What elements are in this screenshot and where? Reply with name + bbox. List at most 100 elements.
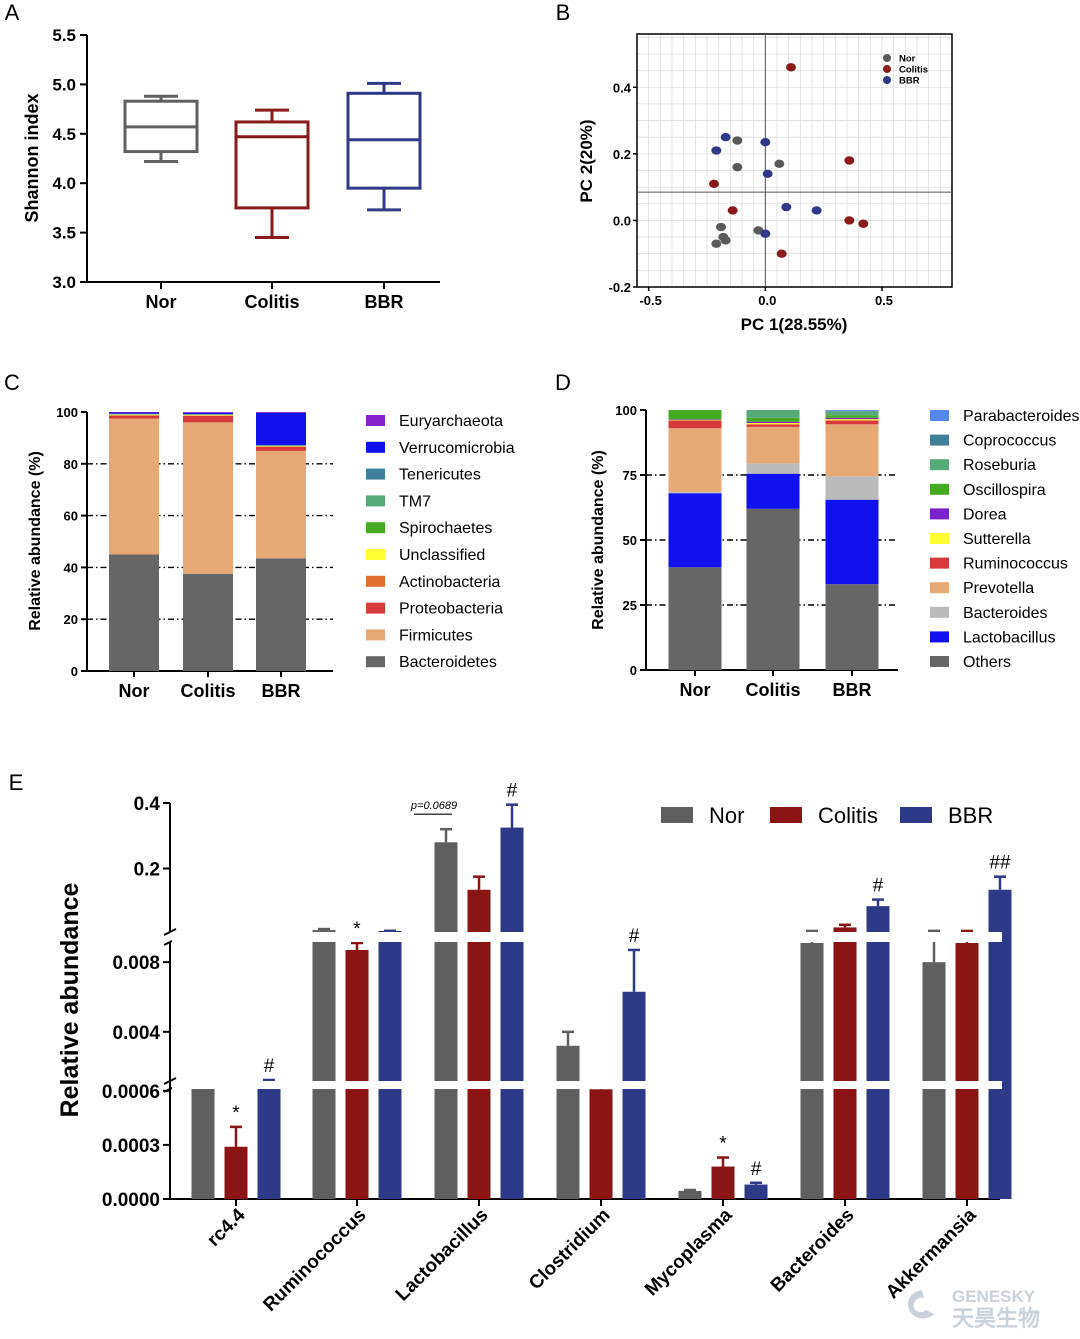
point-bbr [760,229,771,238]
x-tick-label: Nor [119,681,150,701]
y-tick-label: 0 [630,663,637,678]
legend-label: Bacteroides [963,605,1048,622]
legend-label: Colitis [899,65,928,76]
point-nor [774,159,785,169]
y-tick-label: 0.2 [134,859,160,880]
x-tick-label: Clostridium [525,1205,614,1294]
bar-segment-dorea [825,417,879,420]
point-colitis [786,63,796,72]
bar-bbr [744,1184,768,1199]
y-tick-label: 4.0 [52,174,76,193]
legend-label: Euryarchaeota [399,413,503,430]
bar-segment-oscillospira [668,410,722,420]
legend-label: Proteobacteria [399,601,503,618]
bar-segment-firmicutes [109,418,159,555]
legend-label: Actinobacteria [399,574,500,591]
legend-label: Unclassified [399,547,485,564]
y-tick-label: 75 [623,468,637,483]
bar-segment-sutterella [746,423,800,425]
x-tick-label: Colitis [244,292,299,312]
bar-nor [556,1045,580,1199]
bar-segment-parabacteroides [825,410,879,411]
point-nor [720,236,731,245]
bar-segment-verrucomicrobia [256,412,306,446]
bar-segment-proteobacteria [109,415,159,419]
legend-swatch-actinobacteria [366,575,385,587]
bar-segment-others [746,508,800,670]
legend-swatch-prevotella [930,582,949,594]
bar-bbr [622,991,646,1199]
point-colitis [709,179,719,189]
p-value-annotation: p=0.0689 [410,800,457,812]
x-tick-label: BBR [833,680,872,700]
legend-label: Ruminococcus [963,556,1068,573]
bar-segment-oscillospira [746,417,800,422]
bar-segment-unclassified [256,445,306,447]
plot-frame [636,33,953,288]
panel-d-genus-stacked-bar: D 0 25 50 75 100 Relative abundance (%) Nor Coli… [555,370,1079,700]
bar-segment-unclassified [183,414,233,416]
x-tick-label: Ruminococcus [259,1205,370,1316]
panel-label-a: A [5,0,20,25]
y-tick-label: 100 [615,403,637,418]
x-tick-label: BBR [365,292,404,312]
bar-segment-bacteroidetes [109,554,159,671]
legend-label: Nor [709,803,744,828]
bar-bbr [988,889,1012,1199]
genesky-logo-icon [907,1290,934,1319]
legend-label: Roseburia [963,457,1036,474]
y-tick-label: 0.4 [134,794,161,815]
bar-colitis [833,927,857,1199]
legend-swatch-bacteroides [930,606,949,618]
bar-segment-prevotella [668,428,722,492]
legend-label: Nor [899,54,916,65]
legend-label: Coprococcus [963,433,1056,450]
legend-swatch-spirochaetes [366,522,385,534]
panel-a-boxplot: A 3.0 3.5 4.0 4.5 5.0 5.5 Shannon index Nor Colit… [5,0,440,312]
y-axis-title: Relative abundance [56,883,84,1118]
bar-segment-firmicutes [183,422,233,574]
point-nor [711,239,722,248]
y-tick-label: 0.0003 [102,1136,160,1157]
y-tick-label: 80 [64,457,78,472]
bar-segment-verrucomicrobia [109,412,159,414]
panel-label-e: E [9,770,24,795]
point-bbr [711,146,722,155]
y-tick-label: 0.0000 [102,1190,160,1211]
x-tick-label: Colitis [745,680,800,700]
bar-segment-verrucomicrobia [183,412,233,415]
legend-label: TM7 [399,493,431,510]
legend-swatch-lactobacillus [930,631,949,643]
bar-segment-oscillospira [825,415,879,418]
x-tick-label: Bacteroides [767,1205,859,1297]
legend-swatch-sutterella [930,533,949,544]
bar-segment-roseburia [825,411,879,416]
legend-swatch-others [930,656,949,667]
genesky-watermark: GENESKY 天昊生物 [907,1287,1040,1331]
bar-segment-bacteroidetes [183,573,233,671]
point-colitis [727,206,738,215]
legend-swatch-coprococcus [930,434,949,446]
bar-segment-dorea [668,419,722,420]
bar-segment-prevotella [825,424,879,477]
legend-swatch-verrucomicrobia [366,441,385,453]
bar-segment-prevotella [746,426,800,464]
y-axis-title: Relative abundance (%) [590,450,607,630]
y-tick-label: 0.0 [613,213,631,228]
significance-mark: # [751,1159,762,1180]
point-nor [732,162,743,172]
bar-segment-actinobacteria [109,415,159,416]
legend-label: BBR [948,803,993,828]
bar-bbr [378,930,402,1199]
bar-segment-ruminococcus [668,420,722,429]
legend-label: Colitis [818,803,878,828]
point-bbr [760,137,771,147]
point-colitis [776,249,787,258]
bar-segment-dorea [746,421,800,423]
significance-mark: * [353,919,361,940]
y-axis-title: Relative abundance (%) [27,451,44,631]
legend-marker-colitis [883,65,891,73]
bar-bbr [500,827,524,1199]
bar-segment-firmicutes [256,450,306,559]
